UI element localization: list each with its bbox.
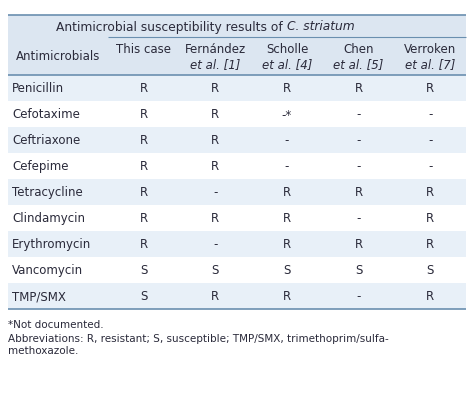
Text: S: S bbox=[427, 264, 434, 277]
Text: S: S bbox=[355, 264, 362, 277]
Polygon shape bbox=[8, 128, 466, 153]
Text: R: R bbox=[140, 134, 148, 147]
Polygon shape bbox=[8, 179, 466, 205]
Text: Verroken: Verroken bbox=[404, 43, 456, 56]
Text: et al. [5]: et al. [5] bbox=[333, 58, 384, 71]
Text: R: R bbox=[211, 290, 219, 303]
Text: R: R bbox=[211, 134, 219, 147]
Text: R: R bbox=[140, 238, 148, 251]
Polygon shape bbox=[8, 205, 466, 231]
Text: R: R bbox=[355, 238, 363, 251]
Text: -: - bbox=[356, 160, 361, 173]
Text: R: R bbox=[426, 212, 434, 225]
Text: R: R bbox=[211, 108, 219, 121]
Text: R: R bbox=[283, 290, 291, 303]
Text: Ceftriaxone: Ceftriaxone bbox=[12, 134, 80, 147]
Text: Antimicrobial susceptibility results of: Antimicrobial susceptibility results of bbox=[56, 20, 287, 34]
Text: R: R bbox=[140, 212, 148, 225]
Text: Cefotaxime: Cefotaxime bbox=[12, 108, 80, 121]
Text: -: - bbox=[356, 290, 361, 303]
Text: Erythromycin: Erythromycin bbox=[12, 238, 91, 251]
Text: -: - bbox=[213, 186, 218, 199]
Polygon shape bbox=[8, 284, 466, 309]
Text: S: S bbox=[140, 290, 147, 303]
Text: Abbreviations: R, resistant; S, susceptible; TMP/SMX, trimethoprim/sulfa-: Abbreviations: R, resistant; S, suscepti… bbox=[8, 333, 389, 343]
Polygon shape bbox=[8, 102, 466, 128]
Text: -: - bbox=[356, 108, 361, 121]
Text: -: - bbox=[285, 160, 289, 173]
Text: C. striatum: C. striatum bbox=[287, 20, 355, 34]
Text: R: R bbox=[283, 238, 291, 251]
Text: R: R bbox=[140, 82, 148, 95]
Text: R: R bbox=[355, 186, 363, 199]
Text: S: S bbox=[283, 264, 291, 277]
Text: R: R bbox=[283, 82, 291, 95]
Text: -: - bbox=[428, 108, 432, 121]
Text: R: R bbox=[355, 82, 363, 95]
Polygon shape bbox=[8, 16, 466, 38]
Text: -: - bbox=[428, 160, 432, 173]
Text: -: - bbox=[356, 134, 361, 147]
Text: -: - bbox=[285, 134, 289, 147]
Text: et al. [1]: et al. [1] bbox=[190, 58, 241, 71]
Text: This case: This case bbox=[116, 43, 171, 56]
Polygon shape bbox=[8, 231, 466, 257]
Text: et al. [4]: et al. [4] bbox=[262, 58, 312, 71]
Text: -*: -* bbox=[282, 108, 292, 121]
Text: R: R bbox=[283, 186, 291, 199]
Text: R: R bbox=[426, 290, 434, 303]
Text: -: - bbox=[356, 212, 361, 225]
Text: R: R bbox=[140, 108, 148, 121]
Text: -: - bbox=[213, 238, 218, 251]
Text: S: S bbox=[212, 264, 219, 277]
Text: methoxazole.: methoxazole. bbox=[8, 345, 78, 355]
Text: Tetracycline: Tetracycline bbox=[12, 186, 83, 199]
Text: *Not documented.: *Not documented. bbox=[8, 319, 104, 329]
Text: Cefepime: Cefepime bbox=[12, 160, 69, 173]
Text: Chen: Chen bbox=[343, 43, 374, 56]
Text: Antimicrobials: Antimicrobials bbox=[16, 50, 100, 63]
Text: Clindamycin: Clindamycin bbox=[12, 212, 85, 225]
Text: Penicillin: Penicillin bbox=[12, 82, 64, 95]
Polygon shape bbox=[8, 153, 466, 179]
Text: Scholle: Scholle bbox=[266, 43, 308, 56]
Text: R: R bbox=[426, 186, 434, 199]
Polygon shape bbox=[8, 38, 466, 76]
Text: R: R bbox=[140, 160, 148, 173]
Polygon shape bbox=[8, 257, 466, 284]
Text: R: R bbox=[140, 186, 148, 199]
Text: R: R bbox=[426, 238, 434, 251]
Polygon shape bbox=[8, 76, 466, 102]
Text: Fernández: Fernández bbox=[185, 43, 246, 56]
Text: R: R bbox=[426, 82, 434, 95]
Text: R: R bbox=[283, 212, 291, 225]
Text: Vancomycin: Vancomycin bbox=[12, 264, 83, 277]
Text: R: R bbox=[211, 160, 219, 173]
Text: R: R bbox=[211, 82, 219, 95]
Text: TMP/SMX: TMP/SMX bbox=[12, 290, 66, 303]
Text: S: S bbox=[140, 264, 147, 277]
Text: -: - bbox=[428, 134, 432, 147]
Text: R: R bbox=[211, 212, 219, 225]
Text: et al. [7]: et al. [7] bbox=[405, 58, 456, 71]
